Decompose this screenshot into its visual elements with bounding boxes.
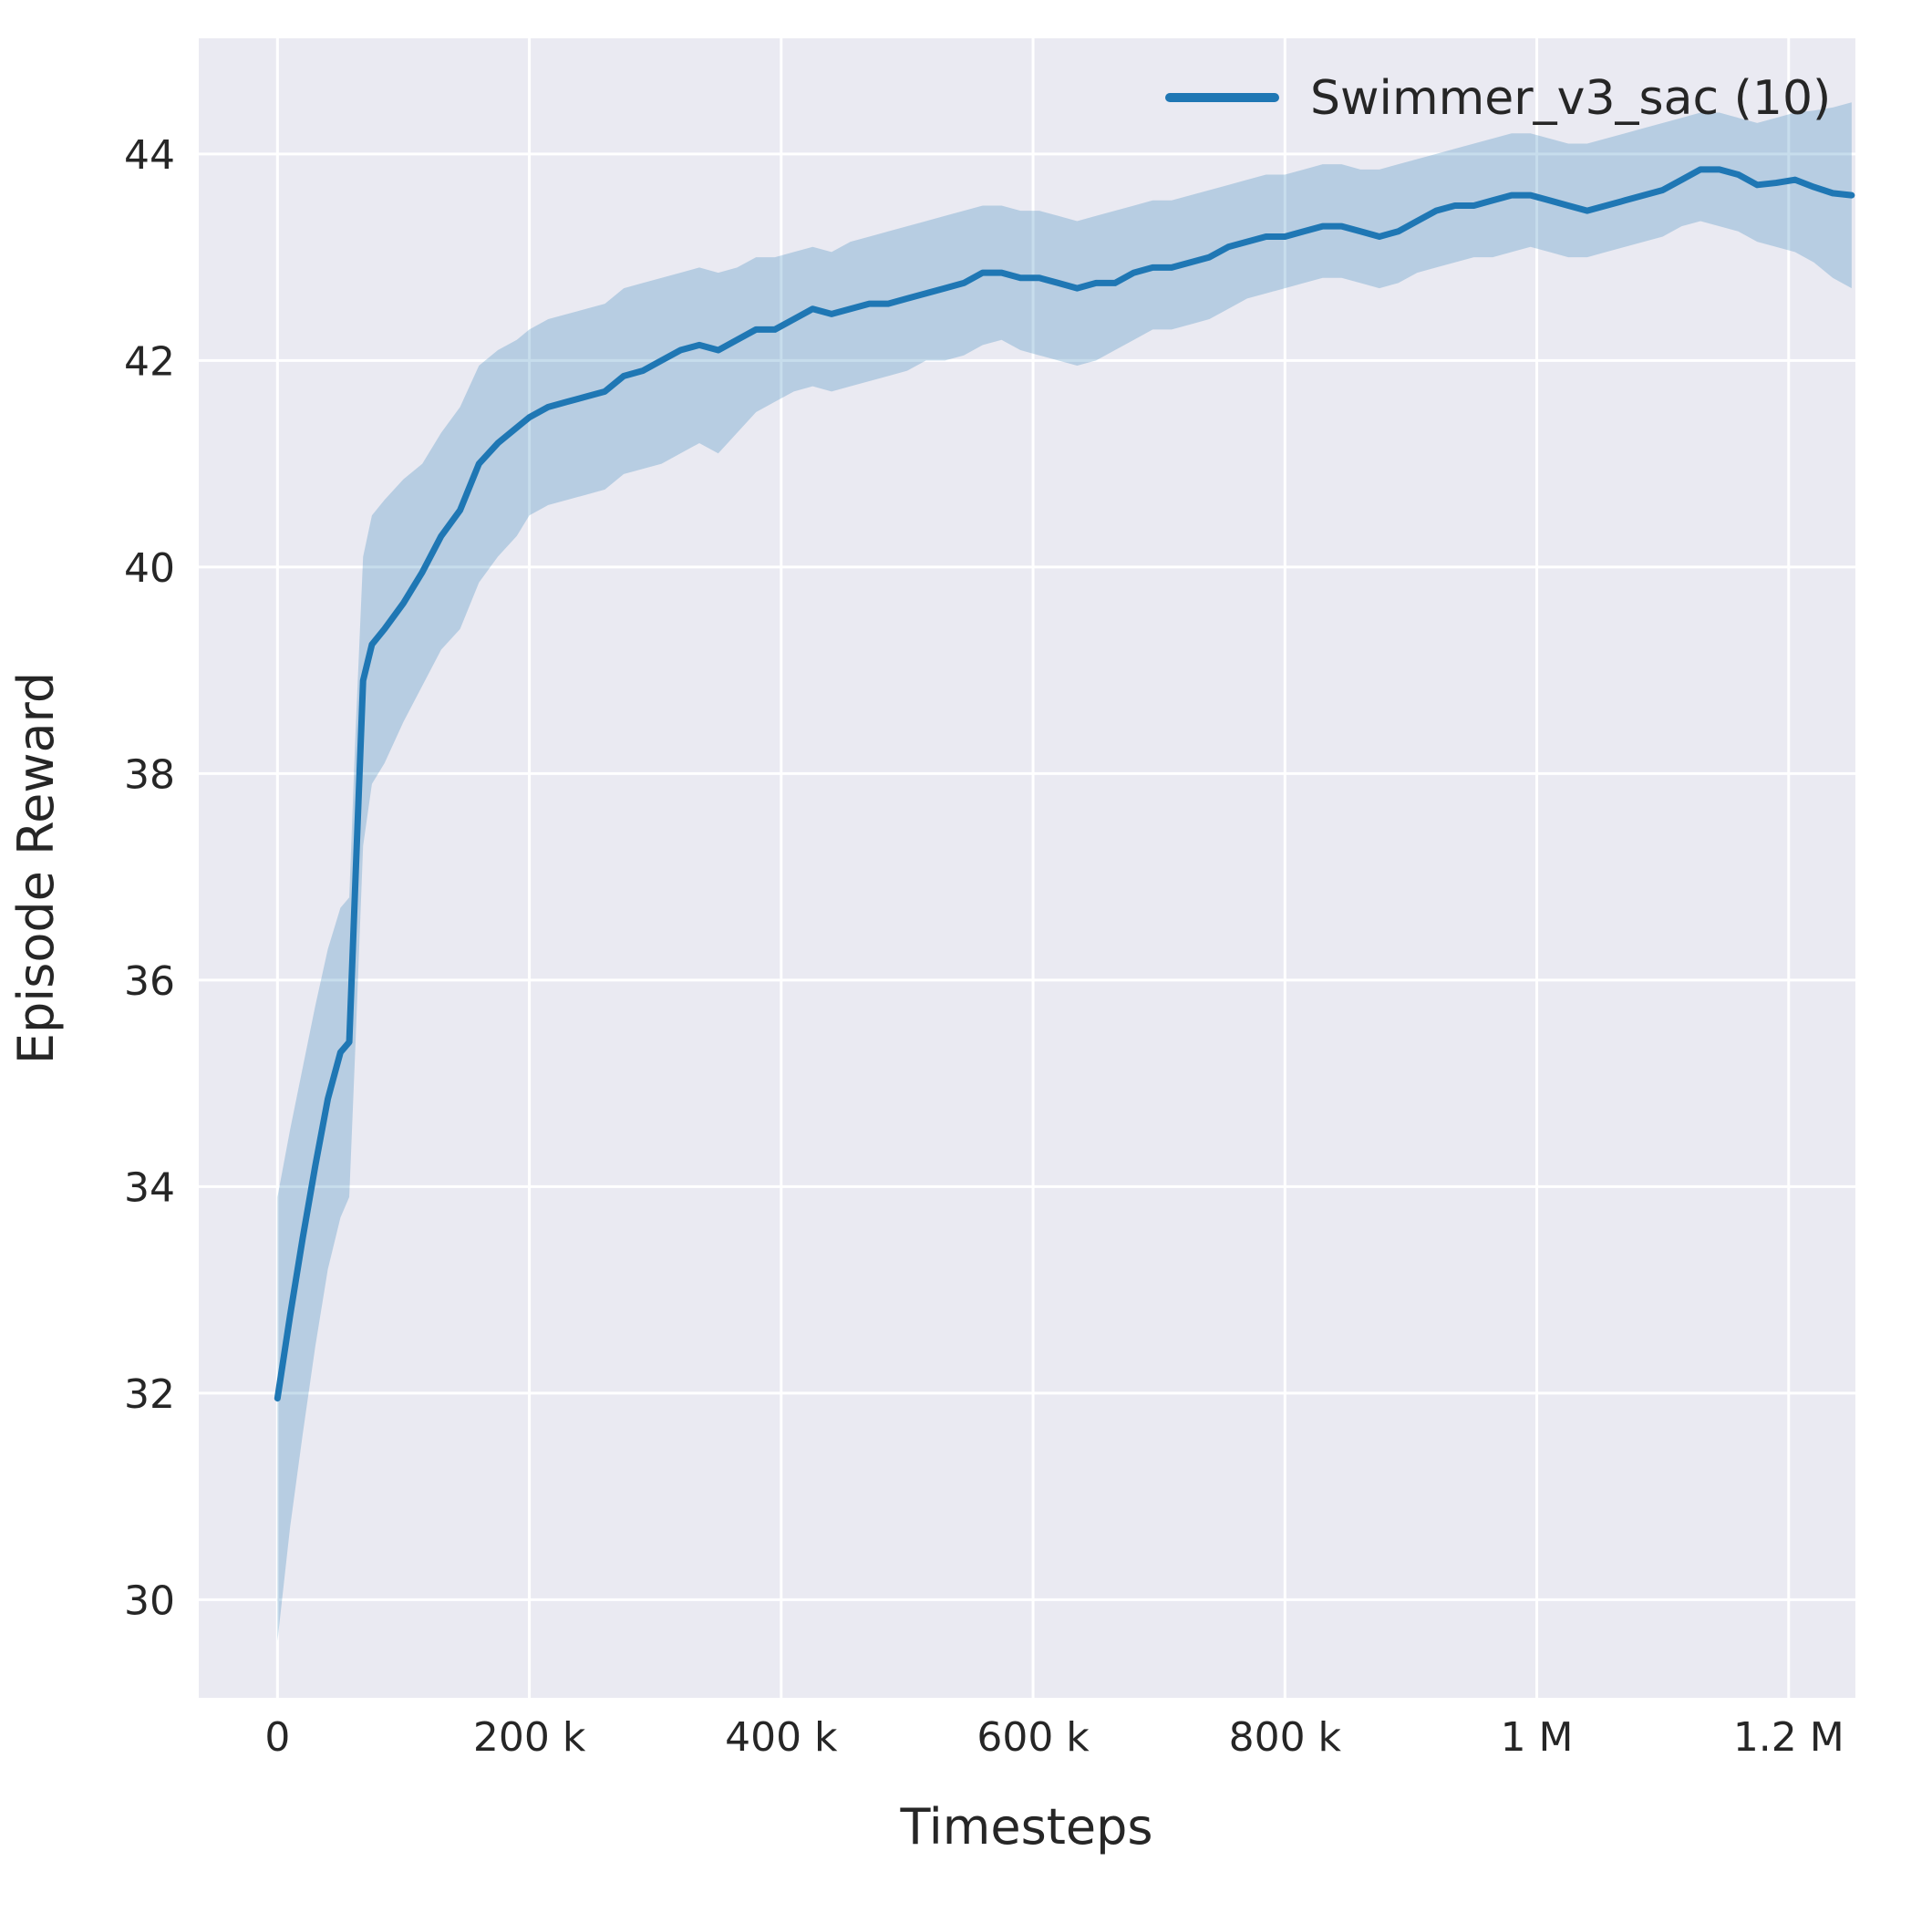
y-tick-label: 38	[124, 751, 175, 798]
x-tick-label: 0	[264, 1714, 290, 1761]
y-tick-label: 44	[124, 132, 175, 179]
x-tick-label: 800 k	[1229, 1714, 1342, 1761]
x-tick-label: 200 k	[473, 1714, 586, 1761]
x-tick-label: 600 k	[976, 1714, 1090, 1761]
plot-layer: 0 200 k 400 k 600 k 800 k 1 M 1.2 M 30 32 34 36 38 4…	[124, 38, 1855, 1761]
y-tick-label: 34	[124, 1164, 175, 1211]
y-tick-label: 30	[124, 1577, 175, 1624]
plot-background	[199, 38, 1855, 1698]
legend: Swimmer_v3_sac (10)	[1165, 71, 1831, 126]
mean-line	[274, 166, 1855, 1402]
legend-label: Swimmer_v3_sac (10)	[1310, 71, 1831, 126]
y-axis-label: Episode Reward	[7, 672, 65, 1064]
y-tick-label: 42	[124, 338, 175, 385]
x-axis-label: Timesteps	[899, 1798, 1152, 1856]
y-tick-label: 32	[124, 1371, 175, 1418]
x-tick-label: 400 k	[725, 1714, 838, 1761]
x-tick-label: 1.2 M	[1733, 1714, 1844, 1761]
x-tick-label: 1 M	[1501, 1714, 1574, 1761]
y-tick-label: 36	[124, 958, 175, 1005]
y-tick-label: 40	[124, 545, 175, 592]
